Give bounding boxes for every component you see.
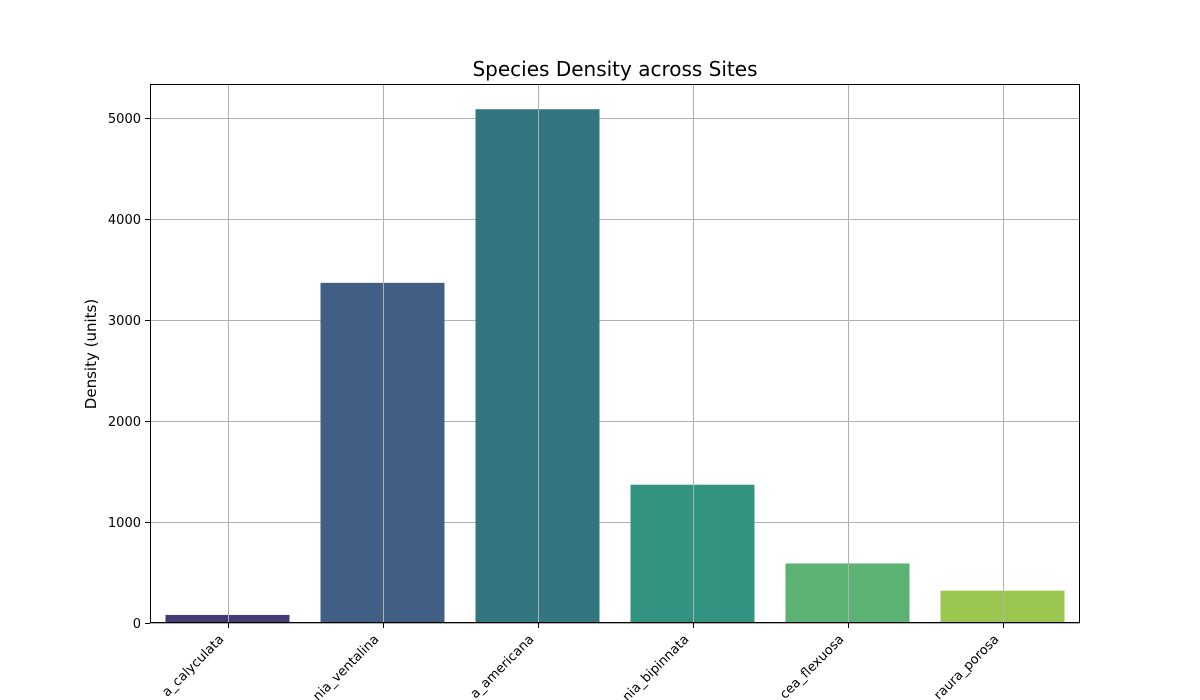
x-tick-label: nia_ventalina bbox=[310, 632, 382, 700]
x-axis-ticks: a_calyculata nia_ventalina a_americana nia_… bbox=[160, 623, 1004, 700]
y-axis-label: Density (units) bbox=[82, 299, 100, 409]
y-tick-label: 3000 bbox=[108, 314, 141, 329]
x-tick-label: a_calyculata bbox=[160, 632, 228, 700]
plot-frame bbox=[150, 84, 1080, 623]
y-tick-label: 4000 bbox=[108, 213, 141, 228]
y-tick-label: 0 bbox=[133, 617, 141, 632]
bar bbox=[630, 484, 755, 623]
bar bbox=[785, 563, 910, 623]
x-tick-label: raura_porosa bbox=[931, 632, 1002, 700]
x-tick-label: a_americana bbox=[468, 632, 538, 700]
chart-title: Species Density across Sites bbox=[472, 57, 757, 81]
y-tick-label: 5000 bbox=[108, 112, 141, 127]
bar bbox=[940, 590, 1065, 623]
grid-lines bbox=[150, 118, 1080, 624]
bar bbox=[475, 109, 600, 624]
y-tick-label: 1000 bbox=[108, 516, 141, 531]
y-axis-ticks: 0 1000 2000 3000 4000 5000 bbox=[108, 112, 150, 632]
bars bbox=[165, 109, 1065, 624]
x-tick-label: cea_flexuosa bbox=[777, 632, 847, 700]
vertical-grid-lines bbox=[228, 84, 1004, 623]
bar bbox=[165, 614, 290, 623]
bar bbox=[320, 282, 445, 623]
y-tick-label: 2000 bbox=[108, 415, 141, 430]
x-tick-label: nia_bipinnata bbox=[620, 632, 693, 700]
